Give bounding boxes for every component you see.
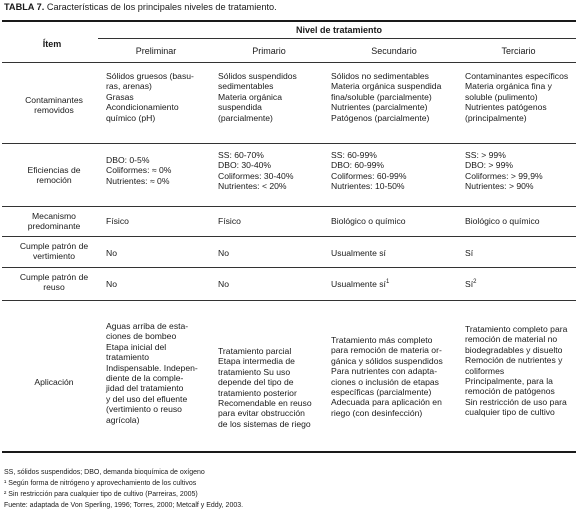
bottom-rule: [2, 451, 576, 453]
cell-eficiencias-terciario: SS: > 99% DBO: > 99% Coliformes: > 99,9%…: [465, 150, 543, 192]
cell-aplicacion-secundario: Tratamiento más completo para remoción d…: [331, 335, 443, 418]
row-label-vertimiento: Cumple patrón de vertimiento: [19, 241, 89, 262]
cell-mecanismo-preliminar: Físico: [106, 216, 129, 226]
cell-mecanismo-primario: Físico: [218, 216, 241, 226]
cell-contaminantes-secundario: Sólidos no sedimentables Materia orgánic…: [331, 71, 442, 123]
cell-mecanismo-secundario: Biológico o químico: [331, 216, 406, 226]
cell-reuso-preliminar: No: [106, 279, 117, 289]
header-terciario: Terciario: [501, 46, 536, 56]
footnote-1: ¹ Según forma de nitrógeno y aprovechami…: [4, 480, 197, 487]
cell-reuso-secundario: Usualmente sí1: [331, 279, 389, 289]
cell-contaminantes-terciario: Contaminantes específicos Materia orgáni…: [465, 71, 569, 123]
row-divider-4: [2, 267, 576, 268]
header-nivel: Nivel de tratamiento: [295, 25, 383, 35]
caption-label: TABLA 7.: [4, 2, 45, 12]
cell-aplicacion-primario: Tratamiento parcial Etapa intermedia de …: [218, 346, 312, 429]
row-label-mecanismo: Mecanismo predominante: [27, 211, 81, 232]
row-divider-3: [2, 236, 576, 237]
row-divider-5: [2, 300, 576, 301]
row-label-eficiencias: Eficiencias de remoción: [27, 165, 81, 186]
cell-vertimiento-terciario: Sí: [465, 248, 474, 258]
cell-reuso-primario: No: [218, 279, 229, 289]
header-subrule: [98, 38, 576, 39]
cell-vertimiento-preliminar: No: [106, 248, 117, 258]
cell-reuso-secundario-text: Usualmente sí: [331, 279, 386, 289]
cell-contaminantes-primario: Sólidos suspendidos sedimentables Materi…: [218, 71, 297, 123]
row-label-contaminantes: Contaminantes removidos: [25, 95, 83, 116]
table-caption: TABLA 7. Características de los principa…: [4, 2, 277, 13]
cell-reuso-terciario: Sí2: [465, 279, 476, 289]
header-bottom-rule: [2, 62, 576, 63]
footnote-ref-2: 2: [473, 279, 477, 286]
header-secundario: Secundario: [371, 46, 417, 56]
footnote-2: ² Sin restricción para cualquier tipo de…: [4, 491, 198, 498]
footnote-abbreviations: SS, sólidos suspendidos; DBO, demanda bi…: [4, 469, 205, 476]
top-rule: [2, 20, 576, 22]
header-primario: Primario: [252, 46, 286, 56]
cell-mecanismo-terciario: Biológico o químico: [465, 216, 540, 226]
header-item: Ítem: [42, 39, 62, 49]
cell-contaminantes-preliminar: Sólidos gruesos (basu- ras, arenas) Gras…: [106, 71, 194, 123]
row-label-aplicacion: Aplicación: [34, 377, 74, 387]
cell-eficiencias-secundario: SS: 60-99% DBO: 60-99% Coliformes: 60-99…: [331, 150, 407, 192]
cell-vertimiento-secundario: Usualmente sí: [331, 248, 386, 258]
header-preliminar: Preliminar: [135, 46, 177, 56]
row-divider-1: [2, 143, 576, 144]
cell-vertimiento-primario: No: [218, 248, 229, 258]
cell-eficiencias-preliminar: DBO: 0-5% Coliformes: ≈ 0% Nutrientes: ≈…: [106, 155, 172, 186]
cell-eficiencias-primario: SS: 60-70% DBO: 30-40% Coliformes: 30-40…: [218, 150, 294, 192]
cell-aplicacion-preliminar: Aguas arriba de esta- ciones de bombeo E…: [106, 321, 198, 425]
footnote-ref-1: 1: [385, 279, 390, 286]
row-label-reuso: Cumple patrón de reuso: [19, 272, 89, 293]
cell-aplicacion-terciario: Tratamiento completo para remoción de ma…: [465, 324, 568, 418]
row-divider-2: [2, 206, 576, 207]
cell-reuso-terciario-text: Sí: [465, 279, 474, 289]
footnote-source: Fuente: adaptada de Von Sperling, 1996; …: [4, 502, 244, 509]
caption-text: Características de los principales nivel…: [44, 2, 277, 12]
